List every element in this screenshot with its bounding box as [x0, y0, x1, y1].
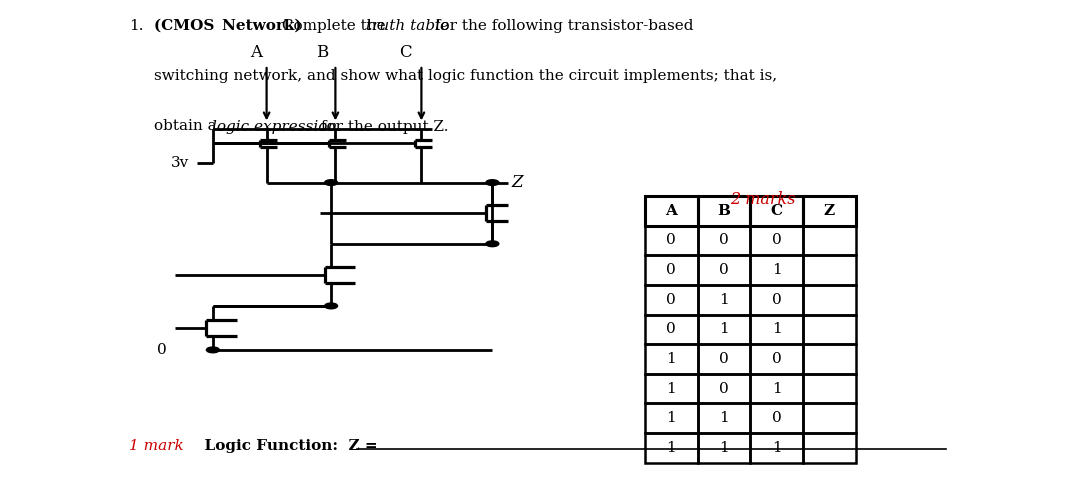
- Text: truth table: truth table: [366, 19, 448, 33]
- Bar: [645, 374, 698, 403]
- Text: 1: 1: [772, 441, 782, 455]
- Bar: [645, 315, 698, 344]
- Bar: [698, 196, 750, 226]
- Bar: [750, 433, 803, 463]
- Text: 3v: 3v: [171, 155, 189, 170]
- Bar: [698, 255, 750, 285]
- Text: A: A: [665, 204, 677, 218]
- Circle shape: [486, 180, 499, 185]
- Text: B: B: [316, 44, 329, 61]
- Text: 0: 0: [719, 233, 729, 248]
- Bar: [803, 226, 856, 255]
- Bar: [750, 315, 803, 344]
- Text: A: A: [249, 44, 262, 61]
- Text: Complete the: Complete the: [277, 19, 391, 33]
- Bar: [803, 433, 856, 463]
- Text: 0: 0: [719, 381, 729, 396]
- Text: for the following transistor-based: for the following transistor-based: [430, 19, 693, 33]
- Circle shape: [325, 180, 338, 185]
- Text: C: C: [771, 204, 783, 218]
- Bar: [645, 403, 698, 433]
- Text: 1: 1: [719, 293, 729, 307]
- Text: 1: 1: [666, 381, 676, 396]
- Bar: [750, 344, 803, 374]
- Text: 1: 1: [719, 441, 729, 455]
- Text: 0: 0: [772, 411, 782, 425]
- Text: 1: 1: [772, 381, 782, 396]
- Circle shape: [206, 347, 219, 353]
- Bar: [750, 403, 803, 433]
- Text: (CMOS Network): (CMOS Network): [154, 19, 301, 33]
- Text: 0: 0: [719, 352, 729, 366]
- Bar: [645, 285, 698, 315]
- Text: 0: 0: [666, 263, 676, 277]
- Bar: [803, 403, 856, 433]
- Circle shape: [325, 303, 338, 309]
- Text: obtain a: obtain a: [154, 120, 221, 133]
- Bar: [698, 374, 750, 403]
- Bar: [645, 433, 698, 463]
- Bar: [750, 374, 803, 403]
- Bar: [803, 196, 856, 226]
- Text: Z: Z: [512, 174, 524, 191]
- Text: 1 mark: 1 mark: [129, 439, 184, 453]
- Text: Z: Z: [823, 204, 835, 218]
- Bar: [698, 226, 750, 255]
- Text: 1.: 1.: [129, 19, 143, 33]
- Bar: [750, 196, 803, 226]
- Text: 0: 0: [772, 293, 782, 307]
- Text: 1: 1: [772, 322, 782, 337]
- Bar: [698, 285, 750, 315]
- Text: B: B: [717, 204, 731, 218]
- Bar: [698, 403, 750, 433]
- Bar: [645, 226, 698, 255]
- Text: 0: 0: [772, 352, 782, 366]
- Bar: [750, 226, 803, 255]
- Text: switching network, and show what logic function the circuit implements; that is,: switching network, and show what logic f…: [154, 69, 777, 83]
- Bar: [645, 196, 698, 226]
- Bar: [698, 344, 750, 374]
- Text: C: C: [399, 44, 412, 61]
- Text: 1: 1: [666, 411, 676, 425]
- Text: 0: 0: [666, 233, 676, 248]
- Text: 0: 0: [719, 263, 729, 277]
- Text: 1: 1: [772, 263, 782, 277]
- Circle shape: [486, 241, 499, 247]
- Bar: [803, 285, 856, 315]
- Text: logic expression: logic expression: [212, 120, 338, 133]
- Text: for the output Z.: for the output Z.: [316, 120, 448, 133]
- Text: 1: 1: [666, 352, 676, 366]
- Text: 0: 0: [772, 233, 782, 248]
- Bar: [750, 285, 803, 315]
- Bar: [803, 374, 856, 403]
- Bar: [750, 255, 803, 285]
- Text: 1: 1: [666, 441, 676, 455]
- Bar: [645, 344, 698, 374]
- Text: 0: 0: [157, 343, 167, 357]
- Text: Logic Function:  Z =: Logic Function: Z =: [194, 439, 383, 453]
- Text: 2 marks: 2 marks: [731, 191, 796, 208]
- Bar: [803, 255, 856, 285]
- Bar: [645, 255, 698, 285]
- Text: 1: 1: [719, 411, 729, 425]
- Text: 0: 0: [666, 322, 676, 337]
- Bar: [698, 433, 750, 463]
- Bar: [803, 344, 856, 374]
- Text: 1: 1: [719, 322, 729, 337]
- Bar: [698, 315, 750, 344]
- Bar: [803, 315, 856, 344]
- Text: 0: 0: [666, 293, 676, 307]
